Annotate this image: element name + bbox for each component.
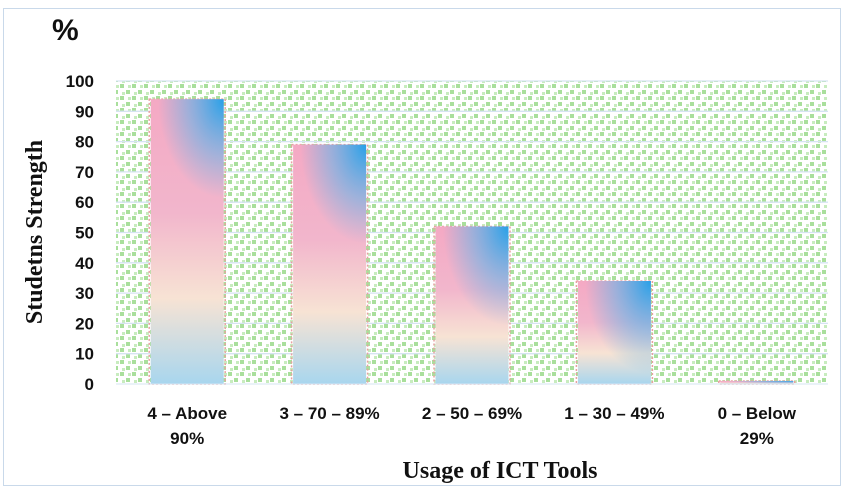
x-tick-label: 0 – Below [718,404,797,423]
x-tick-label: 3 – 70 – 89% [279,404,379,423]
y-axis-title: Studetns Strength [22,140,48,324]
y-tick-label: 30 [75,284,94,303]
y-tick-label: 0 [85,375,94,394]
x-tick-label: 2 – 50 – 69% [422,404,522,423]
bar-highlight [577,280,651,384]
bar-highlight [293,144,367,255]
x-tick-label: 90% [170,429,204,448]
y-tick-label: 70 [75,163,94,182]
unit-mark: % [52,14,79,47]
y-tick-label: 80 [75,133,94,152]
x-axis-labels: 4 – Above 90% 3 – 70 – 89% 2 – 50 – 69% 1 – … [147,404,796,448]
y-axis-ticks: 0 10 20 30 40 50 60 70 80 90 100 [66,72,94,394]
y-tick-label: 10 [75,345,94,364]
bar-highlight [720,380,794,384]
bar [433,225,511,385]
y-tick-label: 50 [75,224,94,243]
x-tick-label: 1 – 30 – 49% [564,404,664,423]
x-tick-label: 29% [740,429,774,448]
bars [148,98,796,385]
y-tick-label: 40 [75,254,94,273]
bar [148,98,226,385]
x-tick-label: 4 – Above [147,404,227,423]
bar-highlight [435,226,509,337]
y-tick-label: 20 [75,314,94,333]
y-tick-label: 60 [75,193,94,212]
bar [290,143,369,385]
y-tick-label: 100 [66,72,94,91]
x-axis-title: Usage of ICT Tools [403,458,598,484]
bar-highlight [150,99,224,210]
bar [575,280,654,385]
y-tick-label: 90 [75,102,94,121]
